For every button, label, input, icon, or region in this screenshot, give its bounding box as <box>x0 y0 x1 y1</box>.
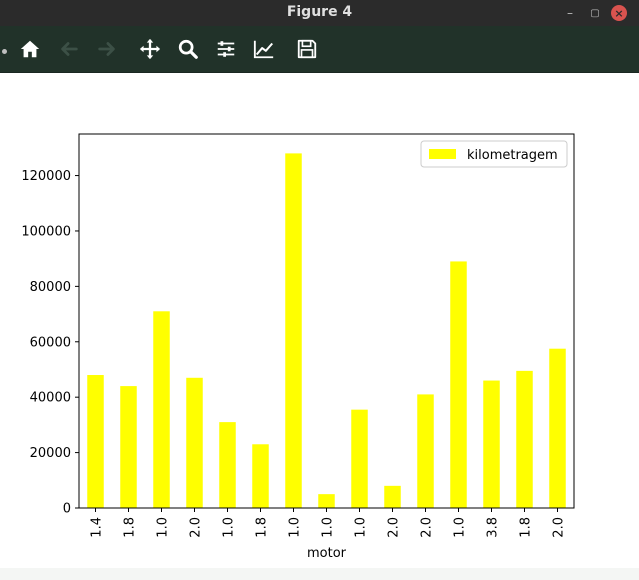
x-tick-label-14: 2.0 <box>552 517 567 538</box>
forward-arrow-icon <box>98 42 115 56</box>
matplotlib-toolbar <box>0 26 639 73</box>
x-tick-label-12: 3.8 <box>486 517 501 538</box>
x-tick-label-11: 1.0 <box>453 517 468 538</box>
bar-13 <box>516 370 533 508</box>
back-button[interactable] <box>54 34 84 64</box>
save-icon <box>297 39 317 59</box>
bar-7 <box>318 494 335 508</box>
y-tick-label-2: 40000 <box>30 391 71 406</box>
x-tick-label-3: 2.0 <box>189 517 204 538</box>
subplots-button[interactable] <box>211 34 241 64</box>
bar-11 <box>450 261 467 508</box>
x-tick-label-8: 1.0 <box>354 517 369 538</box>
y-tick-label-3: 60000 <box>30 335 71 350</box>
bar-1 <box>120 386 137 508</box>
bar-8 <box>351 409 368 508</box>
legend-swatch <box>429 149 456 159</box>
x-tick-label-13: 1.8 <box>519 517 534 538</box>
bar-5 <box>252 444 269 508</box>
window-titlebar: Figure 4 – ▢ × <box>0 0 639 26</box>
bar-6 <box>285 153 302 508</box>
y-tick-label-1: 20000 <box>30 446 71 461</box>
x-tick-label-0: 1.4 <box>90 517 105 538</box>
bar-chart: 0 20000 40000 60000 80000 100000 120000 1.4 1.8 1… <box>21 133 575 561</box>
sliders-icon <box>217 41 235 57</box>
legend-box <box>420 140 568 168</box>
y-tick-label-0: 0 <box>63 502 71 517</box>
figure-canvas[interactable]: 0 20000 40000 60000 80000 100000 120000 1.4 1.8 1… <box>0 73 639 568</box>
bar-9 <box>384 485 401 508</box>
minimize-icon[interactable]: – <box>567 6 573 20</box>
line-chart-icon <box>253 40 274 59</box>
x-axis-label: motor <box>307 546 347 561</box>
bar-12 <box>483 380 500 508</box>
toolbar-handle-icon <box>2 49 7 54</box>
home-button[interactable] <box>15 34 45 64</box>
legend-label: kilometragem <box>467 148 558 163</box>
pan-button[interactable] <box>135 34 165 64</box>
customize-button[interactable] <box>249 34 279 64</box>
status-bar <box>0 568 639 580</box>
x-tick-label-2: 1.0 <box>156 517 171 538</box>
y-tick-label-5: 100000 <box>21 224 71 239</box>
forward-button[interactable] <box>92 34 122 64</box>
bar-4 <box>219 422 236 508</box>
x-tick-label-1: 1.8 <box>123 517 138 538</box>
home-icon <box>20 40 40 58</box>
x-tick-label-5: 1.8 <box>255 517 270 538</box>
x-tick-label-9: 2.0 <box>387 517 402 538</box>
x-tick-label-10: 2.0 <box>420 517 435 538</box>
x-tick-label-7: 1.0 <box>321 517 336 538</box>
close-icon[interactable]: × <box>611 5 627 21</box>
y-tick-label-4: 80000 <box>30 280 71 295</box>
zoom-button[interactable] <box>173 34 203 64</box>
bar-10 <box>417 394 434 508</box>
bar-14 <box>549 348 566 508</box>
window-title: Figure 4 <box>286 4 353 20</box>
bar-2 <box>153 311 170 508</box>
bar-0 <box>87 375 104 508</box>
bar-3 <box>186 377 203 508</box>
x-tick-label-6: 1.0 <box>288 517 303 538</box>
maximize-icon[interactable]: ▢ <box>590 7 600 19</box>
save-button[interactable] <box>292 34 322 64</box>
x-tick-label-4: 1.0 <box>222 517 237 538</box>
back-arrow-icon <box>61 42 78 56</box>
y-tick-label-6: 120000 <box>21 169 71 184</box>
pan-icon <box>139 38 161 60</box>
zoom-icon <box>178 39 198 59</box>
